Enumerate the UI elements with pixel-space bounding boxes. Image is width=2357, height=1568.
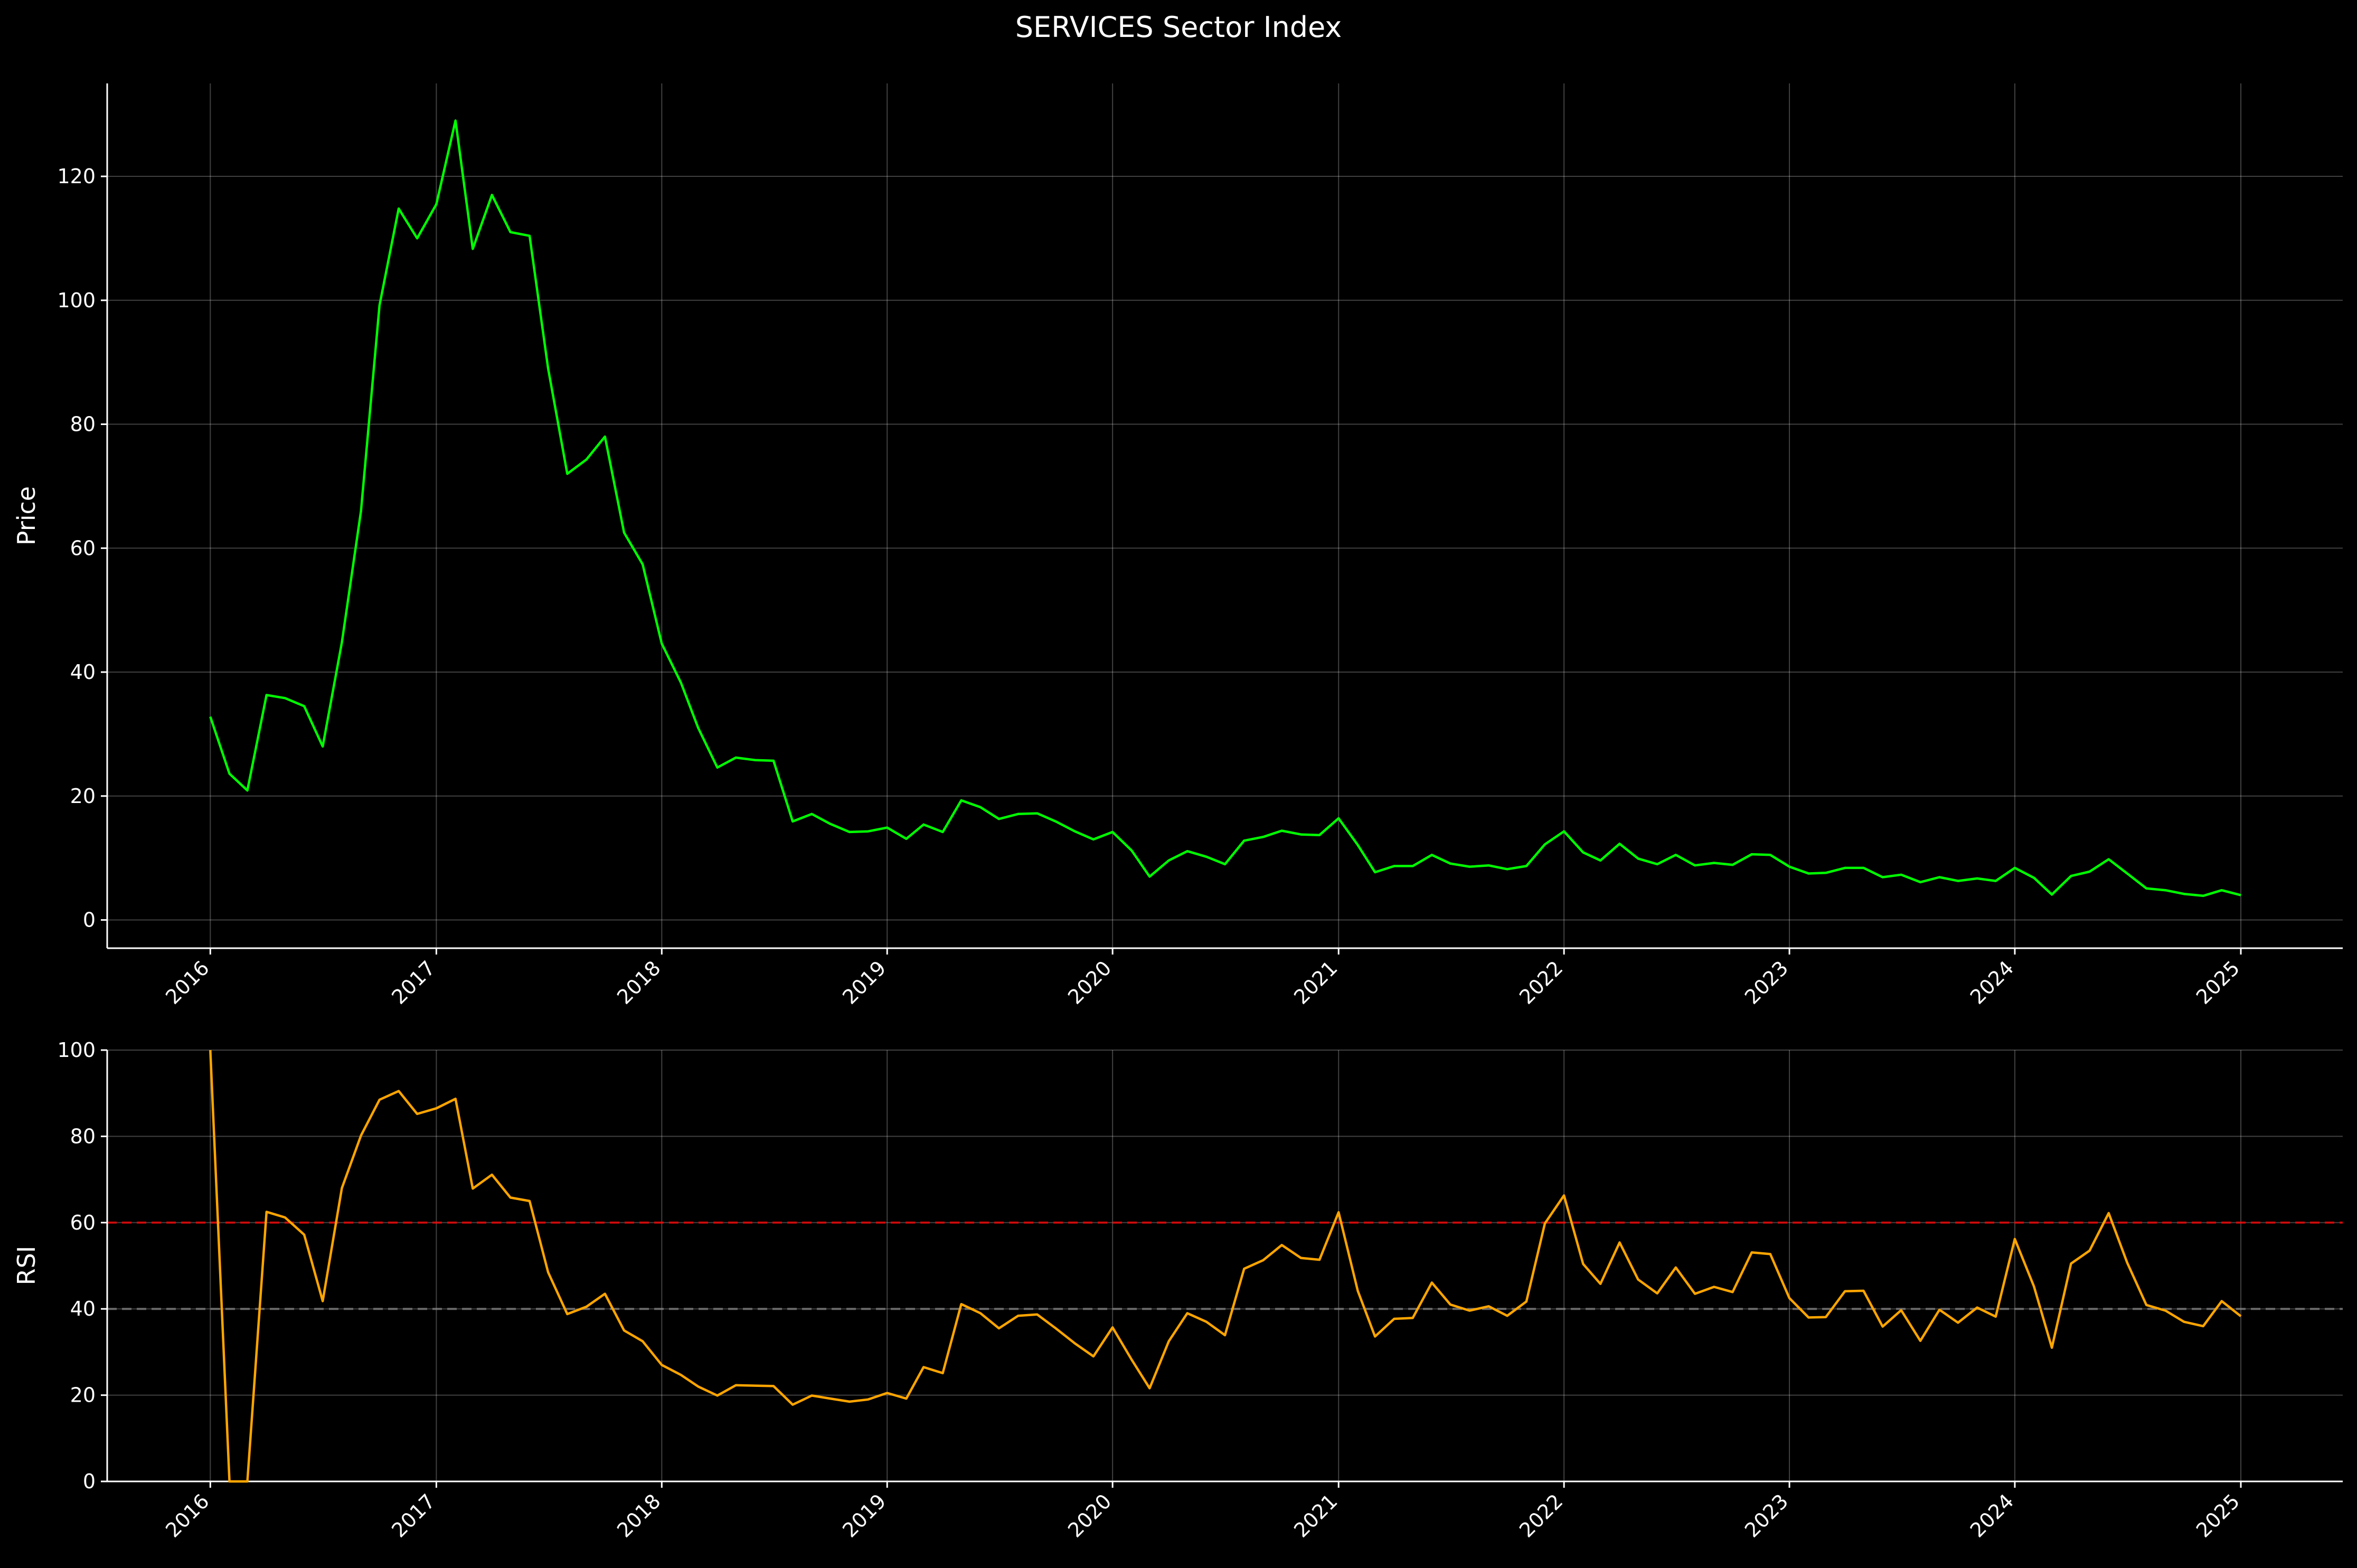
rsi-y-tick-label: 60	[70, 1211, 96, 1234]
price-y-tick-label: 60	[70, 536, 96, 560]
price-axis-label: Price	[12, 486, 41, 545]
price-grid	[107, 83, 2343, 948]
price-y-tick-label: 80	[70, 413, 96, 436]
price-y-tick-label: 20	[70, 785, 96, 808]
price-y-tick-label: 120	[57, 165, 96, 188]
rsi-y-tick-label: 100	[57, 1038, 96, 1062]
rsi-y-tick-label: 40	[70, 1297, 96, 1320]
price-series	[209, 119, 2241, 898]
rsi-y-tick-label: 0	[83, 1470, 96, 1493]
rsi-y-tick-label: 80	[70, 1125, 96, 1148]
price-y-tick-label: 0	[83, 909, 96, 932]
rsi-y-tick-label: 20	[70, 1384, 96, 1407]
price-series-line	[209, 119, 2241, 898]
rsi-series	[209, 1050, 2242, 1483]
price-y-tick-label: 40	[70, 660, 96, 684]
rsi-series-line	[209, 1050, 2242, 1483]
rsi-reference-lines	[107, 1221, 2343, 1310]
price-y-tick-label: 100	[57, 289, 96, 312]
rsi-axis-label: RSI	[12, 1246, 41, 1286]
chart-title: SERVICES Sector Index	[1015, 11, 1342, 44]
